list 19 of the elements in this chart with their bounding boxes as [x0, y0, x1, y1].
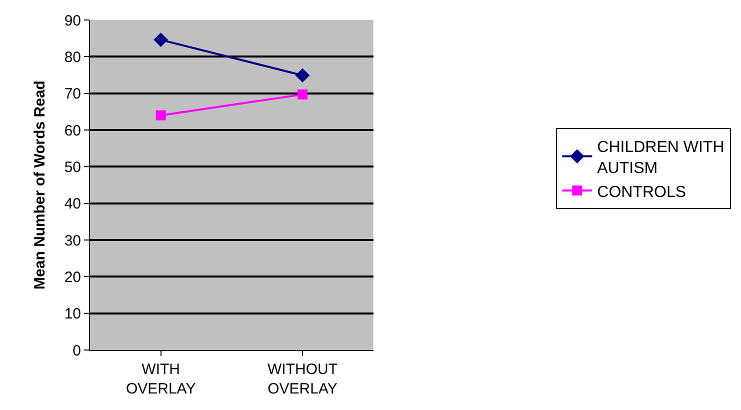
- y-tick-label: 0: [72, 342, 81, 360]
- y-tick-label: 70: [64, 86, 81, 103]
- legend-label: CHILDREN WITH AUTISM: [597, 139, 724, 177]
- y-tick-label: 80: [64, 48, 81, 66]
- point: [298, 89, 308, 100]
- y-axis-title: Mean Number of Words Read: [32, 80, 49, 290]
- x-tick-label: WITH OVERLAY: [126, 361, 196, 398]
- y-tick-label: 40: [64, 196, 81, 213]
- point: [156, 110, 166, 120]
- point: [295, 68, 310, 83]
- y-tick-label: 90: [64, 12, 81, 30]
- legend-label: CONTROLS: [597, 184, 686, 201]
- y-tick-label: 10: [64, 306, 81, 323]
- point: [154, 32, 168, 47]
- x-tick-label: WITHOUT OVERLAY: [268, 361, 338, 398]
- y-tick-label: 20: [64, 268, 81, 286]
- y-tick-label: 30: [64, 232, 81, 250]
- y-tick-label: 50: [64, 158, 81, 176]
- y-tick-label: 60: [64, 122, 81, 140]
